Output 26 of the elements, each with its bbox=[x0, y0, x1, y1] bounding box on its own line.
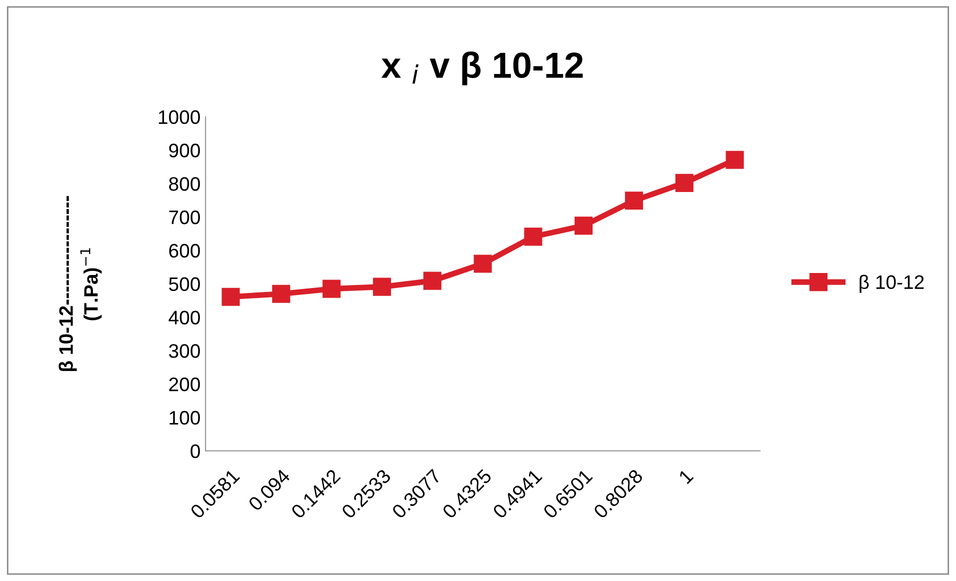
y-tick-label: 600 bbox=[169, 244, 200, 258]
y-tick-label: 900 bbox=[169, 144, 200, 158]
y-tick-label: 300 bbox=[168, 344, 200, 358]
point bbox=[222, 288, 240, 306]
legend-label: β 10-12 bbox=[860, 274, 924, 293]
point bbox=[423, 272, 442, 290]
point bbox=[675, 174, 694, 192]
point bbox=[272, 284, 290, 303]
point bbox=[524, 228, 542, 246]
y-tick-label: 100 bbox=[170, 410, 200, 425]
chart-title: x $_{i}$ v β 10-12 bbox=[381, 52, 583, 86]
y-axis-title: β 10-12----------------- (T.Pa)$^{−1}$ bbox=[58, 196, 102, 371]
point bbox=[574, 216, 593, 235]
y-tick-label: 800 bbox=[169, 177, 200, 191]
y-tick-label: 700 bbox=[169, 210, 200, 224]
point bbox=[372, 278, 391, 296]
y-tick-label: 200 bbox=[169, 378, 200, 392]
point bbox=[624, 192, 644, 210]
y-tick-label: 400 bbox=[168, 310, 200, 324]
y-tick-label: 500 bbox=[169, 277, 200, 292]
x-tick-label: 1 bbox=[678, 468, 694, 484]
y-tick-label: 1000 bbox=[158, 110, 200, 124]
point bbox=[474, 254, 492, 273]
point bbox=[726, 150, 744, 169]
point bbox=[322, 280, 341, 298]
y-tick-label: 0 bbox=[190, 444, 200, 458]
